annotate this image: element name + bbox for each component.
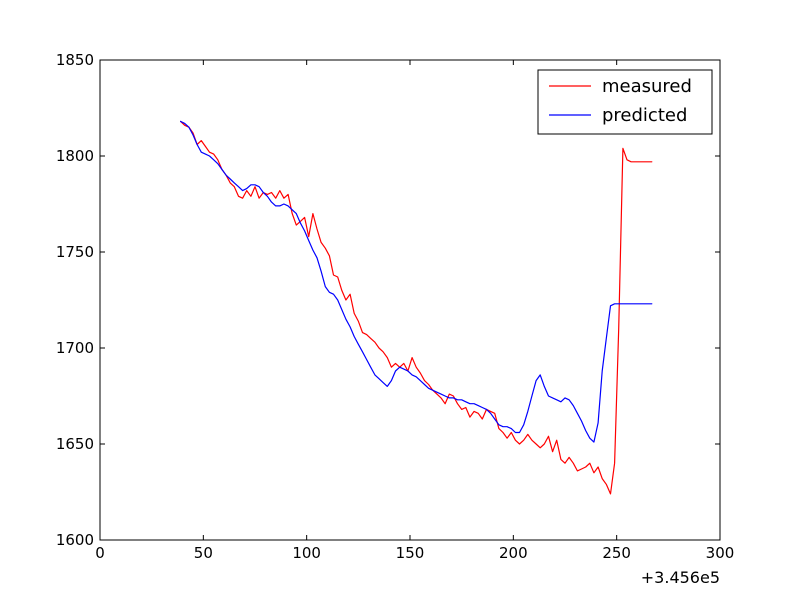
y-tick-label: 1750 xyxy=(56,243,94,261)
y-tick-label: 1800 xyxy=(56,147,94,165)
legend: measured predicted xyxy=(537,69,713,135)
y-tick-label: 1600 xyxy=(56,531,94,549)
series-line-predicted xyxy=(180,120,653,443)
legend-label-measured: measured xyxy=(602,76,692,97)
x-tick-label: 200 xyxy=(499,544,528,562)
x-axis: 0 50 100 150 200 250 300 xyxy=(95,60,734,562)
x-axis-offset-label: +3.456e5 xyxy=(641,568,720,587)
legend-box xyxy=(537,69,713,135)
x-tick-label: 300 xyxy=(706,544,735,562)
y-tick-label: 1650 xyxy=(56,435,94,453)
plot-series-group xyxy=(180,120,653,495)
y-axis: 1600 1650 1700 1750 1800 1850 xyxy=(56,51,720,549)
x-tick-label: 50 xyxy=(194,544,213,562)
x-tick-label: 100 xyxy=(292,544,321,562)
x-tick-label: 150 xyxy=(396,544,425,562)
series-line-measured xyxy=(180,120,653,495)
x-tick-label: 250 xyxy=(602,544,631,562)
y-tick-label: 1700 xyxy=(56,339,94,357)
legend-label-predicted: predicted xyxy=(602,105,687,126)
x-tick-label: 0 xyxy=(95,544,105,562)
y-tick-label: 1850 xyxy=(56,51,94,69)
